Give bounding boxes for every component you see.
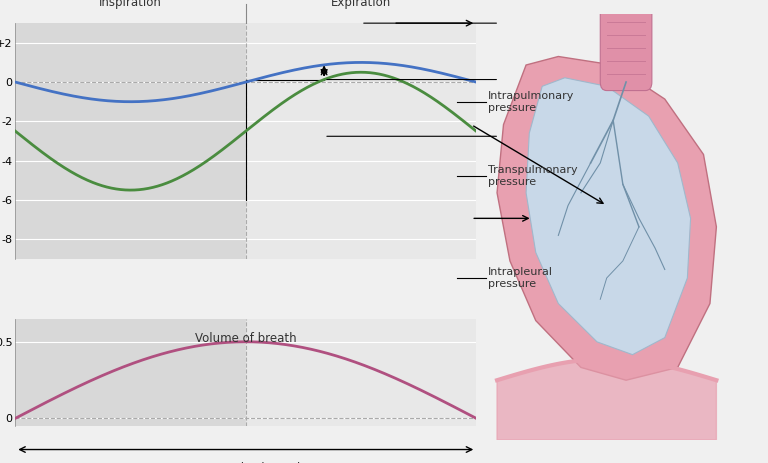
Text: Intrapulmonary
pressure: Intrapulmonary pressure: [488, 91, 574, 113]
Text: Transpulmonary
pressure: Transpulmonary pressure: [488, 165, 578, 187]
Text: Expiration: Expiration: [331, 0, 391, 9]
Polygon shape: [497, 359, 717, 440]
Bar: [246, 23, 476, 259]
Text: Inspiration: Inspiration: [99, 0, 162, 9]
Bar: [15, 319, 246, 426]
FancyBboxPatch shape: [601, 0, 652, 91]
Bar: [15, 23, 246, 259]
Polygon shape: [526, 78, 690, 355]
Polygon shape: [497, 56, 717, 380]
Text: Intrapleural
pressure: Intrapleural pressure: [488, 267, 553, 288]
Bar: [246, 319, 476, 426]
Text: Volume of breath: Volume of breath: [195, 332, 296, 344]
